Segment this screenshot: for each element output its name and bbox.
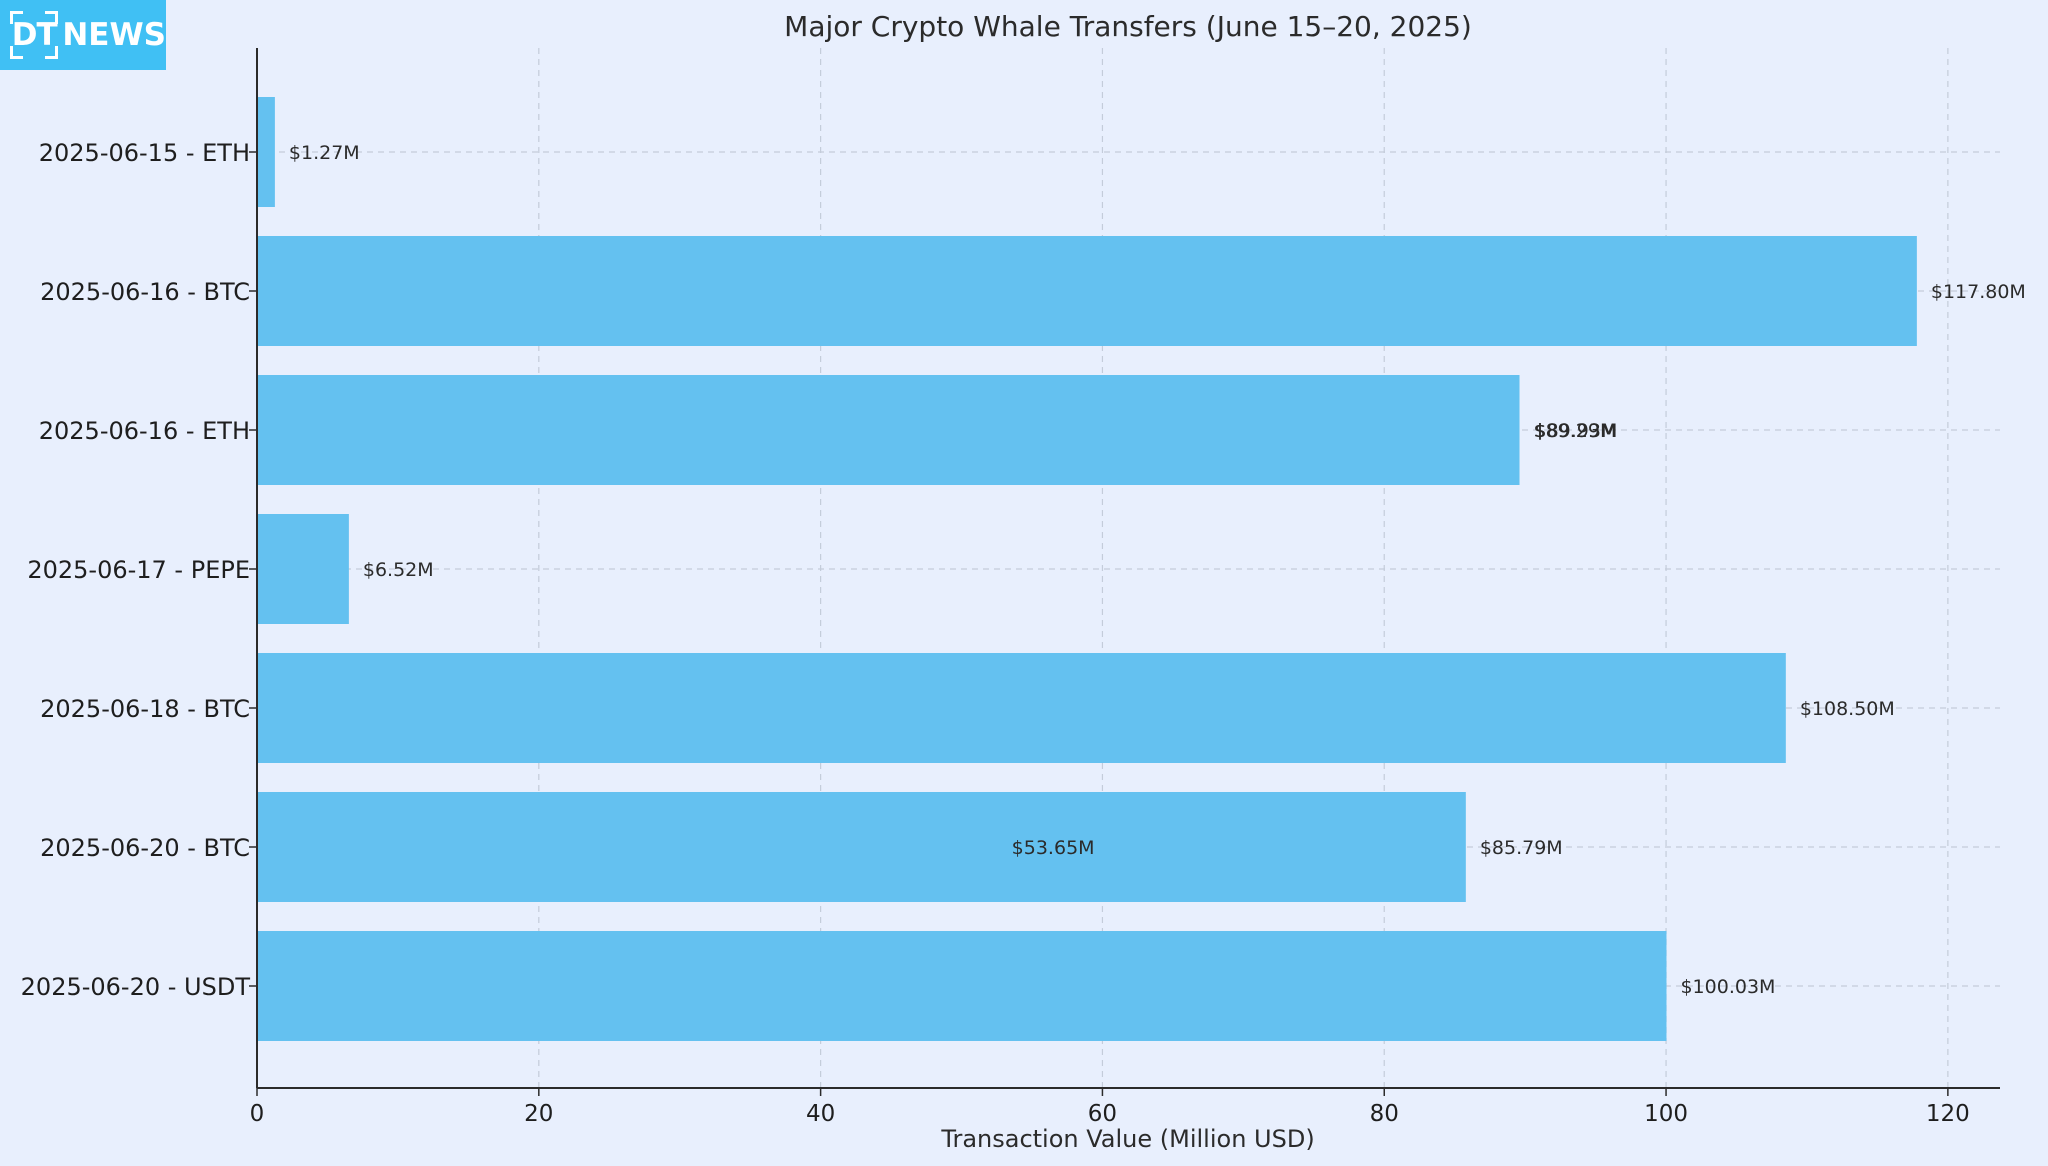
data-labels: $1.27M $117.80M $89.29M$89.93M $6.52M $108.5… (289, 142, 2026, 998)
data-label: $89.29M (1534, 420, 1617, 442)
axes: 0 20 40 60 80 100 120 2025-06-15 - ETH 2025-06-1… (21, 48, 2000, 1127)
data-label: $6.52M (363, 559, 434, 581)
category-label: 2025-06-15 - ETH (39, 139, 250, 167)
x-tick-label: 120 (1926, 1101, 1970, 1127)
category-label: 2025-06-16 - BTC (40, 278, 250, 306)
data-label: $117.80M (1931, 281, 2026, 303)
data-label: $53.65M (1012, 837, 1095, 859)
chart-title: Major Crypto Whale Transfers (June 15–20… (784, 10, 1472, 43)
bar (257, 375, 1520, 485)
bar (257, 236, 1917, 346)
data-label: $85.79M (1480, 837, 1563, 859)
x-tick-label: 0 (250, 1101, 265, 1127)
x-axis-label: Transaction Value (Million USD) (940, 1125, 1314, 1153)
category-label: 2025-06-20 - USDT (21, 973, 251, 1001)
data-label: $1.27M (289, 142, 360, 164)
logo-mark-text: DT (11, 17, 58, 53)
logo-mark: DT (10, 11, 59, 59)
bar (257, 514, 349, 624)
x-tick-label: 60 (1088, 1101, 1117, 1127)
data-label: $108.50M (1800, 698, 1895, 720)
bar (257, 792, 1466, 902)
x-tick-label: 20 (524, 1101, 553, 1127)
bars (257, 97, 1917, 1041)
category-label: 2025-06-17 - PEPE (27, 556, 250, 584)
dt-news-logo: DT NEWS (0, 0, 166, 70)
x-tick-label: 40 (806, 1101, 835, 1127)
category-label: 2025-06-20 - BTC (40, 834, 250, 862)
x-tick-label: 80 (1370, 1101, 1399, 1127)
bar (257, 97, 275, 207)
bar (257, 931, 1667, 1041)
category-label: 2025-06-18 - BTC (40, 695, 250, 723)
logo-word: NEWS (62, 17, 166, 53)
category-label: 2025-06-16 - ETH (39, 417, 250, 445)
bar (257, 653, 1786, 763)
x-tick-label: 100 (1644, 1101, 1688, 1127)
data-label: $100.03M (1680, 976, 1775, 998)
data-label: $89.93M (1535, 420, 1618, 442)
